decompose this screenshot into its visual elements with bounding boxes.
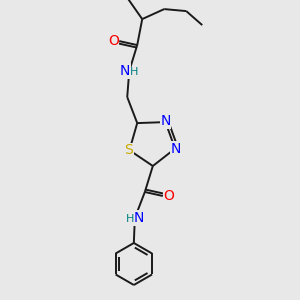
Text: N: N <box>171 142 181 156</box>
Text: O: O <box>108 34 119 48</box>
Text: N: N <box>160 114 171 128</box>
Text: N: N <box>134 211 144 225</box>
Text: S: S <box>124 143 133 157</box>
Text: O: O <box>164 189 174 203</box>
Text: H: H <box>126 214 134 224</box>
Text: N: N <box>120 64 130 78</box>
Text: H: H <box>130 67 138 77</box>
